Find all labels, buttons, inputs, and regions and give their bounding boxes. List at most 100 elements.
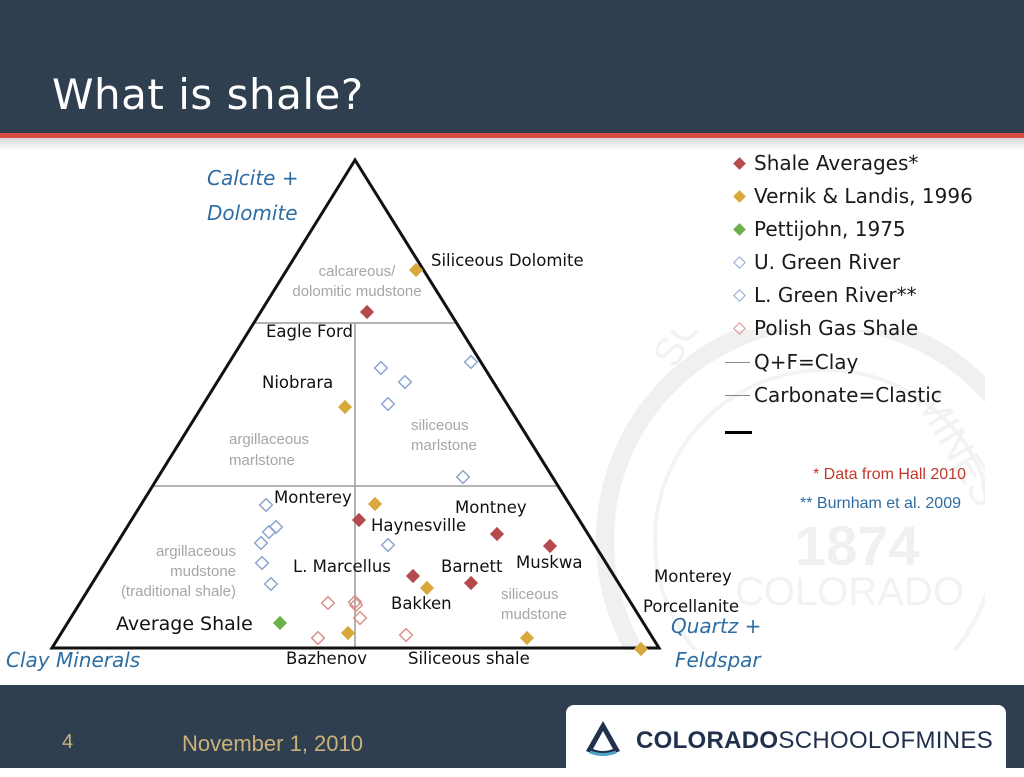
point-green-river — [258, 497, 274, 513]
vertex-label-carbonate-2: Dolomite — [207, 201, 298, 225]
school-logo: COLORADOSCHOOLOFMINES — [566, 705, 1006, 777]
label-bakken: Bakken — [391, 594, 452, 613]
legend-label: Carbonate=Clastic — [754, 383, 942, 407]
point-monterey — [367, 496, 383, 512]
point-polish-gas-shale — [348, 597, 364, 613]
point-green-river — [253, 535, 269, 551]
legend-label: U. Green River — [754, 250, 901, 274]
region-arg-mud-1: argillaceous — [156, 543, 236, 560]
red-diamond-icon — [733, 156, 746, 170]
legend-item-pettijohn: Pettijohn, 1975 — [725, 214, 906, 244]
page-number: 4 — [62, 731, 74, 753]
point-polish-gas-shale — [352, 610, 368, 626]
black-line-icon — [725, 431, 752, 434]
region-arg-mud-2: mudstone — [170, 563, 236, 580]
label-monterey: Monterey — [274, 488, 352, 507]
region-arg-marl-2: marlstone — [229, 452, 295, 469]
region-calc-dolo-1: calcareous/ — [319, 263, 397, 280]
label-monterey-porcellanite-1: Monterey — [654, 567, 732, 586]
point-average-shale — [272, 615, 288, 631]
vertex-label-clay: Clay Minerals — [6, 648, 140, 672]
label-muskwa: Muskwa — [516, 553, 582, 572]
point-montney — [489, 526, 505, 542]
point-polish-gas-shale — [398, 627, 414, 643]
point-siliceous-shale — [519, 630, 535, 646]
point-green-river — [380, 537, 396, 553]
point-green-river — [254, 555, 270, 571]
point-polish-gas-shale — [320, 595, 336, 611]
vertex-label-qf-1: Quartz + — [671, 614, 761, 638]
open-pink-diamond-icon — [733, 321, 746, 335]
point-green-river — [397, 374, 413, 390]
region-sil-mud-1: siliceous — [501, 586, 559, 603]
header-shadow — [0, 138, 1024, 150]
point-haynesville — [351, 512, 367, 528]
footer-date: November 1, 2010 — [182, 731, 363, 756]
region-calc-dolo-2: dolomitic mudstone — [292, 283, 421, 300]
point-bakken — [419, 580, 435, 596]
vertex-label-carbonate-1: Calcite + — [207, 166, 299, 190]
gold-diamond-icon — [733, 189, 746, 203]
label-montney: Montney — [455, 498, 527, 517]
point-polish-gas-shale — [310, 630, 326, 646]
header-accent-line — [0, 133, 1024, 138]
region-sil-marl-2: marlstone — [411, 437, 477, 454]
point-monterey-porcellanite — [633, 641, 649, 657]
point-green-river — [268, 519, 284, 535]
legend-item-carbonate-clastic: Carbonate=Clastic — [725, 380, 942, 410]
label-average-shale: Average Shale — [116, 613, 253, 635]
mines-triangle-logo-icon — [586, 721, 620, 756]
point-barnett — [463, 575, 479, 591]
label-l-marcellus: L. Marcellus — [293, 557, 391, 576]
point-green-river — [380, 396, 396, 412]
point-green-river — [455, 469, 471, 485]
point-muskwa — [542, 538, 558, 554]
open-blue-diamond-icon — [733, 255, 746, 269]
logo-wordmark: COLORADOSCHOOLOFMINES — [636, 727, 993, 755]
point-green-river — [263, 576, 279, 592]
label-niobrara: Niobrara — [262, 373, 333, 392]
legend-item-vernik-landis: Vernik & Landis, 1996 — [725, 181, 973, 211]
legend-label: Q+F=Clay — [754, 350, 859, 374]
seal-year: 1874 — [795, 514, 920, 577]
green-diamond-icon — [733, 222, 746, 236]
point-green-river — [261, 524, 277, 540]
note-burnham: ** Burnham et al. 2009 — [800, 495, 961, 512]
logo-wordmark-bold: COLORADO — [636, 727, 779, 754]
legend-label: Vernik & Landis, 1996 — [754, 184, 973, 208]
label-siliceous-shale: Siliceous shale — [408, 649, 530, 668]
label-barnett: Barnett — [441, 557, 503, 576]
logo-wordmark-light: SCHOOLOFMINES — [778, 727, 993, 754]
school-seal-watermark: 1874 SCHOOL MINES COLORADO — [596, 330, 985, 650]
point-eagle-ford — [359, 304, 375, 320]
legend-label: Pettijohn, 1975 — [754, 217, 906, 241]
label-bazhenov: Bazhenov — [286, 649, 367, 668]
slide-title: What is shale? — [52, 70, 364, 119]
region-arg-marl-1: argillaceous — [229, 431, 309, 448]
label-monterey-porcellanite-2: Porcellanite — [643, 597, 739, 616]
legend-label: Shale Averages* — [754, 151, 919, 175]
note-hall: * Data from Hall 2010 — [813, 466, 966, 483]
legend-item-qf-clay: Q+F=Clay — [725, 347, 858, 377]
vertex-label-qf-2: Feldspar — [675, 648, 762, 672]
region-sil-mud-2: mudstone — [501, 606, 567, 623]
legend-label: L. Green River** — [754, 283, 917, 307]
legend-item-u-green-river: U. Green River — [725, 247, 900, 277]
point-green-river — [463, 354, 479, 370]
legend-item-polish-gas-shale: Polish Gas Shale — [725, 313, 918, 343]
legend-item-shale-averages: Shale Averages* — [725, 148, 918, 178]
region-arg-mud-3: (traditional shale) — [121, 583, 236, 600]
seal-colorado: COLORADO — [735, 570, 964, 614]
label-siliceous-dolomite: Siliceous Dolomite — [431, 251, 584, 270]
legend-item-l-green-river: L. Green River** — [725, 280, 917, 310]
ternary-triangle — [49, 157, 662, 650]
open-blue-diamond-icon — [733, 288, 746, 302]
label-haynesville: Haynesville — [371, 516, 466, 535]
label-eagle-ford: Eagle Ford — [266, 322, 353, 341]
point-bazhenov — [340, 625, 356, 641]
point-green-river — [373, 360, 389, 376]
gray-line-icon — [725, 394, 750, 396]
legend-label: Polish Gas Shale — [754, 316, 919, 340]
slide-header — [0, 0, 1024, 133]
